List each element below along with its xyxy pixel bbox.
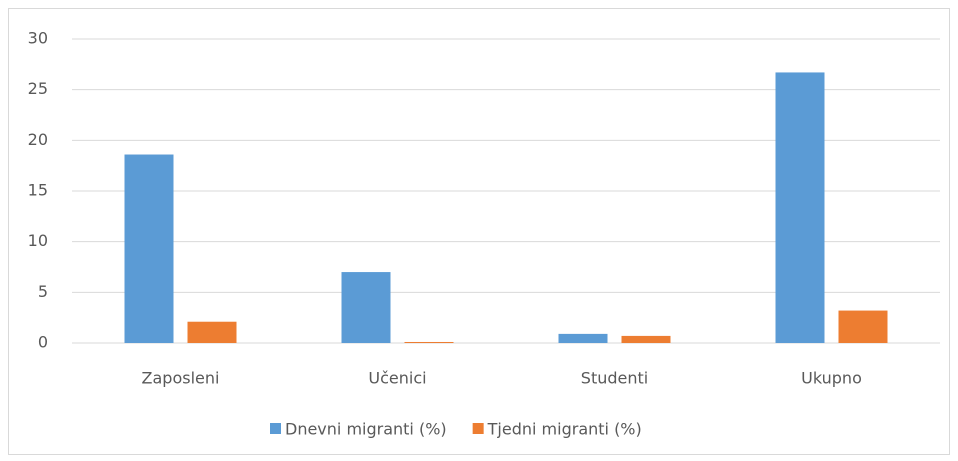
x-tick-label: Ukupno: [801, 369, 862, 388]
y-tick-label: 25: [28, 79, 48, 98]
bar: [404, 341, 454, 343]
y-tick-label: 0: [38, 333, 48, 352]
legend-swatch: [472, 423, 484, 434]
x-tick-label: Učenici: [368, 369, 426, 388]
y-tick-label: 20: [28, 130, 48, 149]
y-tick-label: 10: [28, 231, 48, 250]
bar: [187, 321, 237, 343]
x-tick-label: Studenti: [581, 369, 648, 388]
y-tick-label: 15: [28, 181, 48, 200]
y-tick-label: 30: [28, 29, 48, 48]
legend-label: Dnevni migranti (%): [285, 420, 447, 439]
x-tick-label: Zaposleni: [142, 369, 220, 388]
legend-swatch: [270, 423, 281, 434]
bar: [838, 310, 888, 343]
bar: [341, 272, 391, 343]
y-tick-label: 5: [38, 282, 48, 301]
legend-label: Tjedni migranti (%): [487, 420, 642, 439]
bar: [124, 154, 174, 343]
bar: [558, 333, 608, 343]
bar: [621, 335, 671, 343]
bar: [775, 72, 825, 343]
